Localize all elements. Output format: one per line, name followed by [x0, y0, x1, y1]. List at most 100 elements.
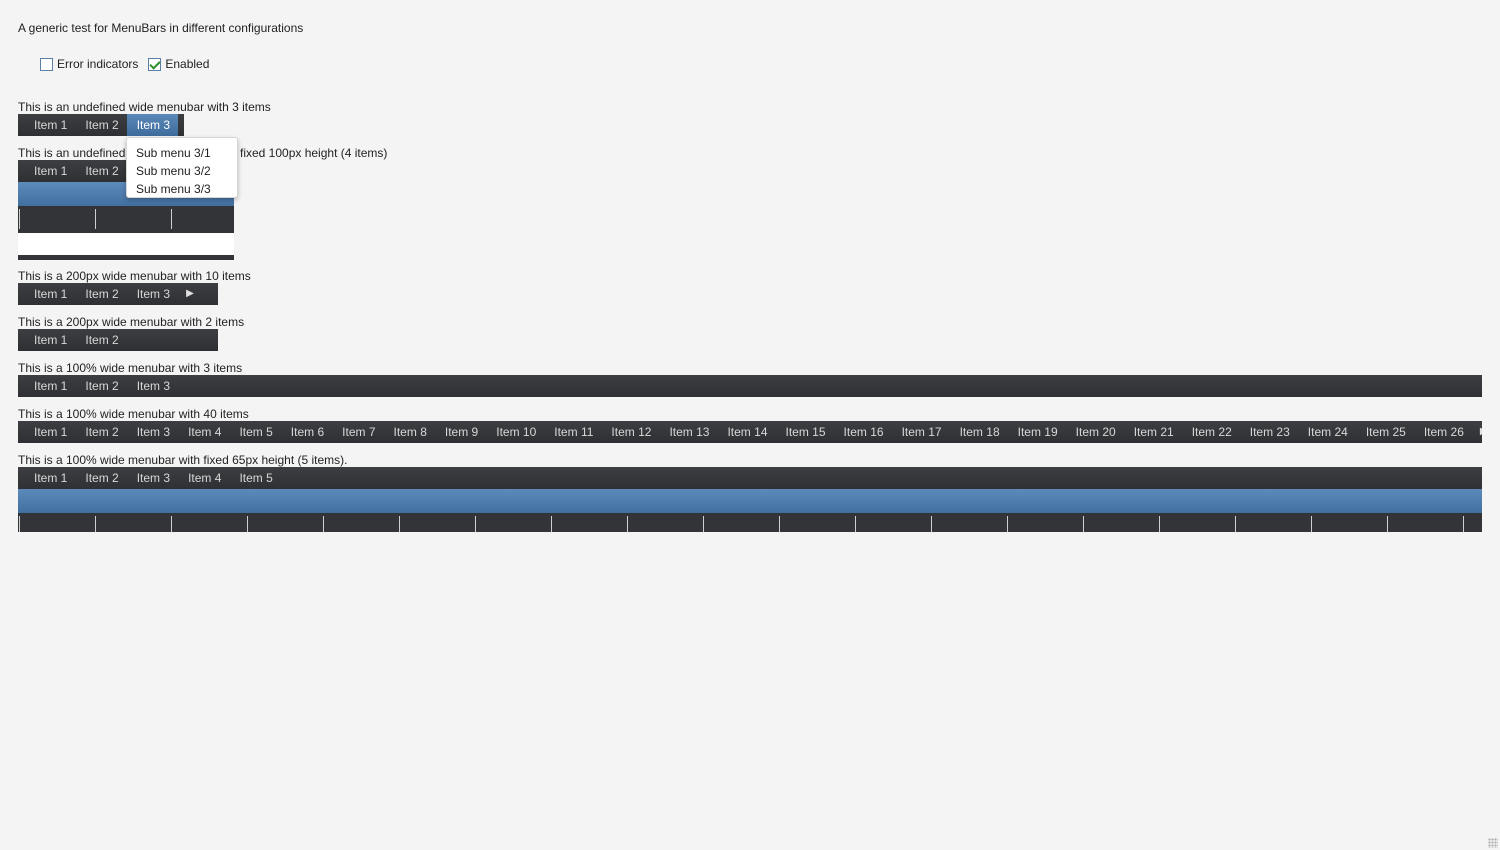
menu-item-17[interactable]: Item 17 [901, 425, 942, 439]
divider [551, 516, 552, 532]
divider [95, 209, 96, 229]
menubar-band-dark [18, 206, 234, 233]
divider [171, 209, 172, 229]
caption-200px-2: This is a 200px wide menubar with 2 item… [18, 315, 245, 329]
more-items-arrow-icon[interactable]: ▶ [1472, 421, 1482, 443]
divider [171, 516, 172, 532]
submenu-item-3-2[interactable]: Sub menu 3/2 [136, 164, 211, 178]
menu-item-1[interactable]: Item 1 [34, 425, 68, 439]
submenu-item-3-3[interactable]: Sub menu 3/3 [136, 182, 211, 196]
menu-item-5[interactable]: Item 5 [239, 471, 273, 485]
menu-item-1[interactable]: Item 1 [34, 379, 68, 393]
menu-item-1[interactable]: Item 1 [34, 287, 68, 301]
caption-100pct-3: This is a 100% wide menubar with 3 items [18, 361, 243, 375]
menu-item-2[interactable]: Item 2 [85, 287, 119, 301]
options-row: Error indicators Enabled [40, 56, 219, 72]
menu-item-11[interactable]: Item 11 [554, 425, 594, 439]
caption-undefined-3: This is an undefined wide menubar with 3… [18, 100, 271, 114]
divider [1007, 516, 1008, 532]
menu-item-2[interactable]: Item 2 [85, 425, 119, 439]
menu-item-14[interactable]: Item 14 [727, 425, 768, 439]
menu-item-3[interactable]: Item 3 [136, 379, 171, 393]
caption-undefined-100px-end: fixed 100px height (4 items) [240, 146, 388, 160]
divider [703, 516, 704, 532]
menu-item-3[interactable]: Item 3 [136, 287, 171, 301]
menubar-200px-10: Item 1 Item 2 Item 3 ▶ [18, 283, 218, 305]
menubar-undefined-3: Item 1 Item 2 Item 3 [18, 114, 184, 136]
menu-item-1[interactable]: Item 1 [34, 333, 68, 347]
menu-item-3[interactable]: Item 3 [126, 114, 179, 136]
menu-item-6[interactable]: Item 6 [290, 425, 325, 439]
enabled-checkbox[interactable]: Enabled [148, 57, 209, 71]
menubar-band-blank [18, 233, 234, 255]
menu-item-20[interactable]: Item 20 [1075, 425, 1116, 439]
menu-item-10[interactable]: Item 10 [496, 425, 537, 439]
submenu-popup: Sub menu 3/1 Sub menu 3/2 Sub menu 3/3 [126, 137, 238, 198]
menu-item-21[interactable]: Item 21 [1133, 425, 1174, 439]
menubar-200px-2: Item 1 Item 2 [18, 329, 218, 351]
menu-item-4[interactable]: Item 4 [188, 425, 222, 439]
divider [1387, 516, 1388, 532]
menu-item-3[interactable]: Item 3 [136, 471, 171, 485]
divider [855, 516, 856, 532]
page-title: A generic test for MenuBars in different… [18, 21, 304, 35]
menu-item-24[interactable]: Item 24 [1307, 425, 1348, 439]
menubar-band-bottom [18, 255, 234, 260]
divider [1235, 516, 1236, 532]
menu-item-18[interactable]: Item 18 [959, 425, 1000, 439]
menu-item-25[interactable]: Item 25 [1365, 425, 1406, 439]
menu-item-1[interactable]: Item 1 [34, 118, 68, 132]
error-indicators-checkbox[interactable]: Error indicators [40, 57, 138, 71]
menu-item-13[interactable]: Item 13 [669, 425, 710, 439]
menu-item-12[interactable]: Item 12 [611, 425, 652, 439]
menu-item-2[interactable]: Item 2 [85, 333, 119, 347]
menu-item-4[interactable]: Item 4 [188, 471, 222, 485]
divider [19, 209, 20, 229]
menu-item-1[interactable]: Item 1 [34, 471, 68, 485]
menu-item-15[interactable]: Item 15 [785, 425, 826, 439]
enabled-box[interactable] [148, 57, 162, 71]
divider [1311, 516, 1312, 532]
divider [19, 516, 20, 532]
caption-200px-10: This is a 200px wide menubar with 10 ite… [18, 269, 251, 283]
resize-grip-icon[interactable] [1488, 838, 1498, 848]
menu-item-2[interactable]: Item 2 [85, 118, 119, 132]
menubar-band-highlight [18, 489, 1482, 513]
divider [627, 516, 628, 532]
menu-item-19[interactable]: Item 19 [1017, 425, 1058, 439]
menu-item-2[interactable]: Item 2 [85, 471, 119, 485]
menu-item-23[interactable]: Item 23 [1249, 425, 1290, 439]
divider [247, 516, 248, 532]
menu-item-1[interactable]: Item 1 [34, 164, 68, 178]
more-items-arrow-icon[interactable]: ▶ [186, 288, 194, 299]
menu-item-16[interactable]: Item 16 [843, 425, 884, 439]
menu-item-9[interactable]: Item 9 [444, 425, 479, 439]
divider [475, 516, 476, 532]
divider [1463, 516, 1464, 532]
menu-item-22[interactable]: Item 22 [1191, 425, 1232, 439]
menu-item-5[interactable]: Item 5 [239, 425, 273, 439]
divider [931, 516, 932, 532]
divider [779, 516, 780, 532]
menu-item-2[interactable]: Item 2 [85, 379, 119, 393]
divider [399, 516, 400, 532]
divider [95, 516, 96, 532]
menu-item-2[interactable]: Item 2 [85, 164, 119, 178]
menubar-100pct-40: Item 1 Item 2 Item 3 Item 4 Item 5 Item 6 Item… [18, 421, 1482, 443]
menu-item-8[interactable]: Item 8 [393, 425, 427, 439]
menubar-100pct-3: Item 1 Item 2 Item 3 [18, 375, 1482, 397]
menubar-band-dark [18, 513, 1482, 532]
submenu-item-3-1[interactable]: Sub menu 3/1 [136, 146, 211, 160]
menu-item-26[interactable]: Item 26 [1423, 425, 1464, 439]
caption-undefined-100px-start: This is an undefined [18, 146, 126, 160]
error-indicators-box[interactable] [40, 57, 53, 71]
menubar-100pct-65px: Item 1 Item 2 Item 3 Item 4 Item 5 [18, 467, 1482, 489]
enabled-label: Enabled [165, 57, 210, 71]
divider [1083, 516, 1084, 532]
error-indicators-label: Error indicators [57, 57, 139, 71]
menu-item-7[interactable]: Item 7 [342, 425, 376, 439]
caption-100pct-65px: This is a 100% wide menubar with fixed 6… [18, 453, 348, 467]
divider [1159, 516, 1160, 532]
divider [323, 516, 324, 532]
menu-item-3[interactable]: Item 3 [136, 425, 171, 439]
